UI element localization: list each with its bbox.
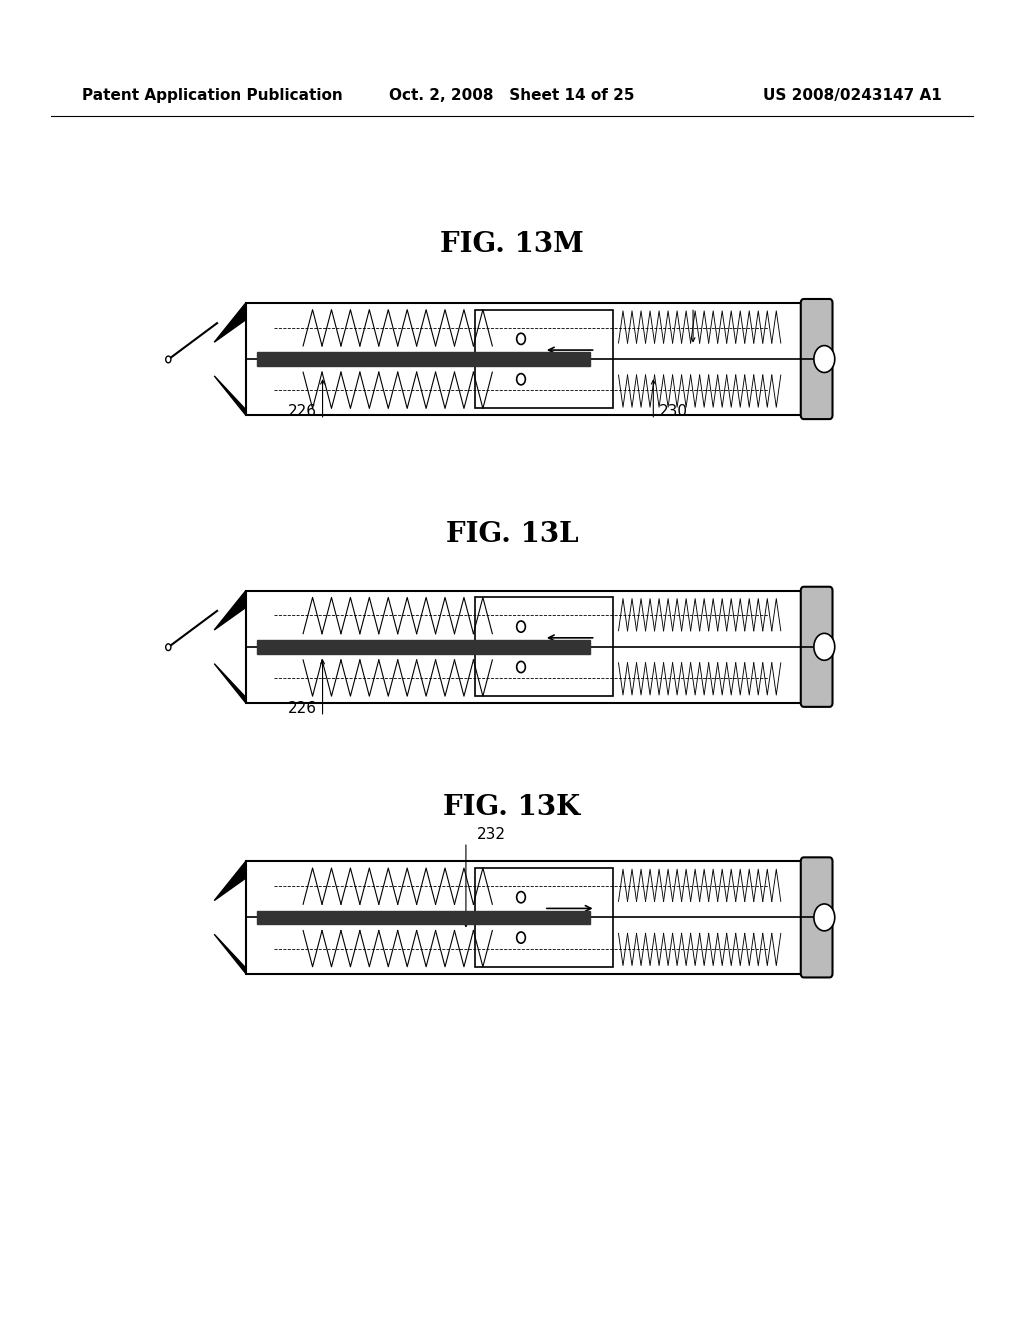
Text: 232: 232 (477, 826, 506, 842)
Circle shape (814, 346, 835, 372)
Text: FIG. 13L: FIG. 13L (445, 521, 579, 548)
Polygon shape (214, 862, 246, 900)
Bar (246, 304, 819, 414)
Bar (475, 310, 612, 408)
Text: US 2008/0243147 A1: US 2008/0243147 A1 (763, 87, 942, 103)
Circle shape (517, 661, 525, 673)
FancyBboxPatch shape (801, 586, 833, 708)
Circle shape (517, 891, 525, 903)
Polygon shape (214, 664, 246, 702)
Text: Patent Application Publication: Patent Application Publication (82, 87, 343, 103)
Polygon shape (214, 304, 246, 342)
Circle shape (166, 356, 171, 363)
Circle shape (814, 904, 835, 931)
Polygon shape (214, 376, 246, 414)
FancyBboxPatch shape (801, 300, 833, 420)
Circle shape (517, 333, 525, 345)
Polygon shape (257, 640, 590, 653)
Polygon shape (214, 591, 246, 630)
Bar (246, 861, 819, 974)
Text: 226: 226 (288, 404, 316, 420)
Bar (475, 598, 612, 696)
Bar (246, 591, 819, 702)
Text: 230: 230 (659, 404, 688, 420)
Circle shape (517, 932, 525, 944)
Circle shape (814, 634, 835, 660)
Polygon shape (214, 935, 246, 974)
Circle shape (166, 644, 171, 651)
Text: FIG. 13K: FIG. 13K (443, 795, 581, 821)
Text: 226: 226 (288, 701, 316, 717)
Text: Oct. 2, 2008   Sheet 14 of 25: Oct. 2, 2008 Sheet 14 of 25 (389, 87, 635, 103)
Circle shape (517, 620, 525, 632)
Polygon shape (257, 352, 590, 366)
Text: FIG. 13M: FIG. 13M (440, 231, 584, 257)
Bar (475, 869, 612, 966)
Circle shape (517, 374, 525, 385)
FancyBboxPatch shape (801, 858, 833, 977)
Polygon shape (257, 911, 590, 924)
